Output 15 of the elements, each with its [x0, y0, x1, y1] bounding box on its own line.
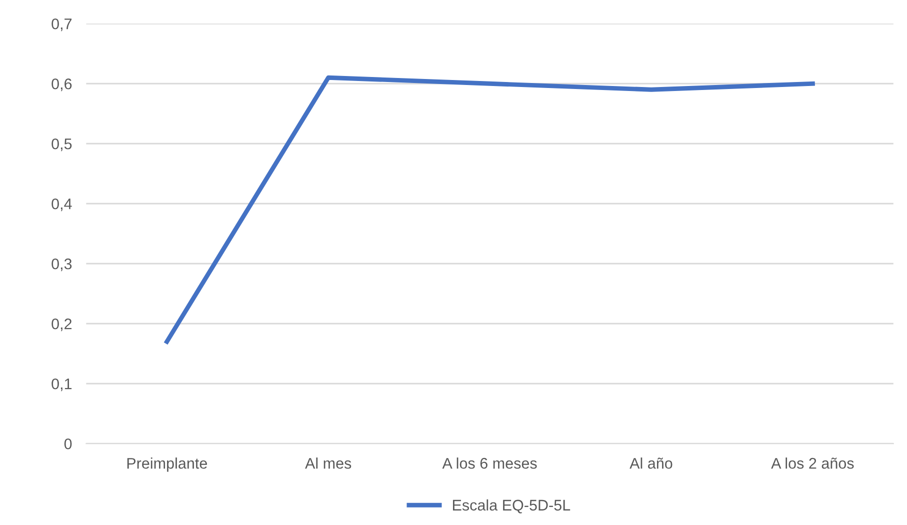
x-tick-label: Preimplante	[127, 458, 207, 472]
y-tick-label: 0,4	[52, 198, 72, 212]
y-tick-label: 0,6	[52, 78, 72, 92]
y-tick-label: 0,5	[52, 138, 72, 152]
y-tick-label: 0,1	[52, 378, 72, 392]
y-tick-label: 0	[64, 438, 72, 450]
y-tick-label: 0,2	[52, 318, 72, 332]
x-tick-label: Al mes	[305, 458, 352, 469]
x-tick-label: Al año	[630, 458, 672, 469]
legend-label: Escala EQ-5D-5L	[452, 499, 570, 514]
line-series	[164, 75, 815, 344]
x-tick-label: A los 6 meses	[442, 458, 537, 469]
y-tick-label: 0,3	[52, 258, 72, 272]
y-tick-label: 0,7	[52, 18, 72, 32]
x-tick-label: A los 2 años	[771, 458, 854, 469]
